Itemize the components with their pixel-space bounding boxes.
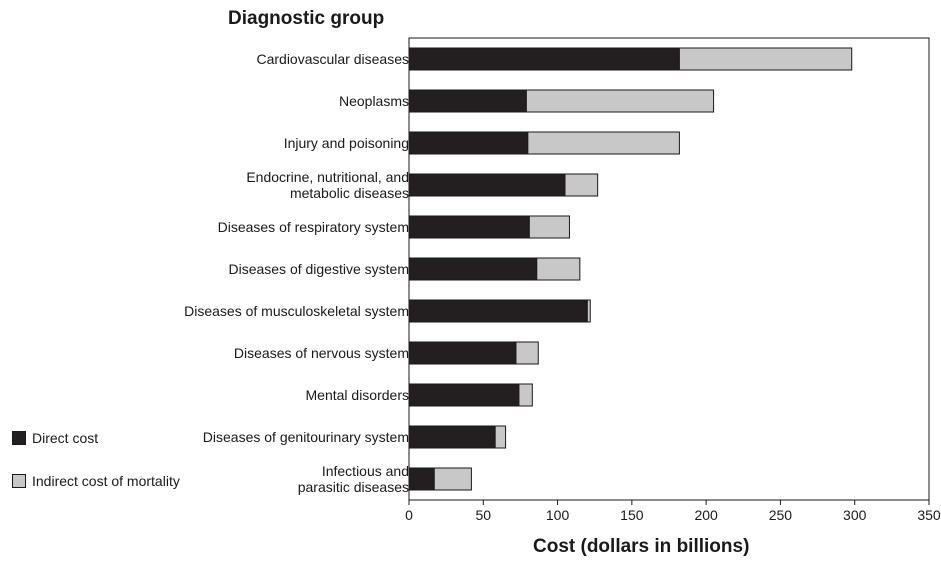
category-label: Diseases of respiratory system (217, 219, 409, 235)
x-tick-label: 250 (769, 507, 793, 523)
x-tick-label: 50 (475, 507, 491, 523)
legend-label-direct: Direct cost (32, 430, 99, 446)
x-tick-label: 300 (843, 507, 867, 523)
bar-indirect-10 (433, 467, 472, 491)
bar-direct-8 (408, 383, 520, 407)
bar-indirect-0 (678, 47, 853, 71)
bar-direct-4 (408, 215, 530, 239)
category-label: Injury and poisoning (283, 135, 409, 151)
x-tick-label: 150 (620, 507, 644, 523)
bar-indirect-7 (515, 341, 539, 365)
bar-direct-3 (408, 173, 566, 197)
bar-indirect-1 (525, 89, 715, 113)
x-axis-label: Cost (dollars in billions) (533, 536, 750, 557)
bar-indirect-9 (494, 425, 507, 449)
category-label: Cardiovascular diseases (256, 51, 409, 67)
bar-indirect-6 (586, 299, 591, 323)
bar-direct-2 (408, 131, 529, 155)
x-tick-label: 100 (546, 507, 570, 523)
legend-item-direct: Direct cost (12, 430, 98, 446)
bar-indirect-2 (527, 131, 680, 155)
legend-item-indirect: Indirect cost of mortality (12, 473, 180, 489)
chart-title: Diagnostic group (228, 8, 385, 29)
category-label: Diseases of genitourinary system (202, 429, 409, 445)
legend-label-indirect: Indirect cost of mortality (32, 473, 180, 489)
x-tick-label: 200 (694, 507, 718, 523)
bar-indirect-5 (536, 257, 581, 281)
bar-indirect-8 (518, 383, 533, 407)
bar-direct-7 (408, 341, 517, 365)
legend-swatch-indirect (12, 474, 26, 488)
category-label: Diseases of digestive system (228, 261, 409, 277)
x-tick-label: 0 (405, 507, 413, 523)
bar-indirect-4 (528, 215, 570, 239)
bar-direct-0 (408, 47, 680, 71)
bar-indirect-3 (564, 173, 599, 197)
category-label: Diseases of musculoskeletal system (184, 303, 409, 319)
x-tick-label: 350 (917, 507, 941, 523)
bar-direct-10 (408, 467, 435, 491)
bar-direct-9 (408, 425, 496, 449)
category-label: Endocrine, nutritional, and metabolic di… (246, 169, 409, 201)
category-label: Diseases of nervous system (233, 345, 409, 361)
bar-direct-6 (408, 299, 588, 323)
bar-direct-5 (408, 257, 538, 281)
category-label: Mental disorders (305, 387, 410, 403)
legend-swatch-direct (12, 431, 26, 445)
bar-direct-1 (408, 89, 527, 113)
category-label: Neoplasms (338, 93, 409, 109)
category-label: Infectious and parasitic diseases (297, 463, 409, 495)
